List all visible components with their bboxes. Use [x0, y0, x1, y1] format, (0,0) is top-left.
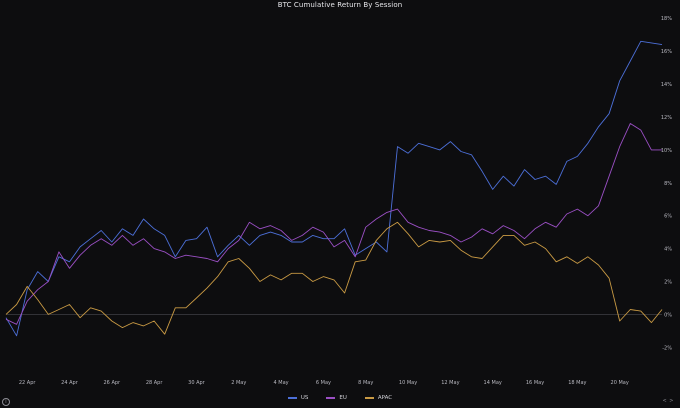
series-line-apac[interactable] — [5, 221, 663, 335]
legend-swatch-us — [287, 397, 297, 399]
x-tick-label: 26 Apr — [104, 380, 122, 386]
legend-swatch-apac — [364, 397, 374, 399]
legend-item-eu[interactable]: EU — [326, 395, 347, 401]
y-tick-label: 12% — [661, 115, 672, 121]
x-tick-label: 14 May — [484, 380, 502, 386]
y-tick-label: 2% — [664, 280, 672, 286]
x-tick-label: 8 May — [358, 380, 373, 386]
x-tick-label: 28 Apr — [146, 380, 164, 386]
x-tick-label: 20 May — [611, 380, 629, 386]
series-line-eu[interactable] — [5, 123, 662, 325]
chart-title: BTC Cumulative Return By Session — [277, 1, 403, 9]
x-tick-label: 12 May — [441, 380, 459, 386]
y-tick-label: 10% — [661, 148, 672, 154]
legend-item-apac[interactable]: APAC — [364, 395, 393, 401]
legend-swatch-eu — [326, 397, 336, 399]
y-tick-label: 18% — [661, 16, 672, 22]
x-tick-label: 24 Apr — [61, 380, 79, 386]
legend-label-apac: APAC — [377, 395, 393, 401]
y-tick-label: 14% — [661, 82, 672, 88]
info-icon[interactable]: i — [2, 398, 10, 406]
x-tick-label: 2 May — [231, 380, 246, 386]
y-tick-label: 8% — [664, 181, 672, 187]
y-tick-label: 4% — [664, 247, 672, 253]
x-tick-label: 22 Apr — [19, 380, 37, 386]
y-tick-label: -2% — [662, 345, 672, 351]
x-tick-label: 18 May — [568, 380, 586, 386]
legend-label-eu: EU — [339, 395, 347, 401]
x-tick-label: 4 May — [274, 380, 289, 386]
y-tick-label: 6% — [664, 214, 672, 220]
x-tick-label: 30 Apr — [188, 380, 206, 386]
legend-item-us[interactable]: US — [287, 395, 309, 401]
legend-label-us: US — [300, 395, 309, 401]
y-tick-label: 0% — [664, 312, 672, 318]
x-tick-label: 16 May — [526, 380, 544, 386]
x-tick-label: 10 May — [399, 380, 417, 386]
legend: US EU APAC — [0, 395, 680, 401]
series-line-us[interactable] — [5, 40, 663, 337]
nav-arrows-icon[interactable]: < > — [662, 398, 674, 404]
x-tick-label: 6 May — [316, 380, 331, 386]
y-tick-label: 16% — [661, 49, 672, 55]
